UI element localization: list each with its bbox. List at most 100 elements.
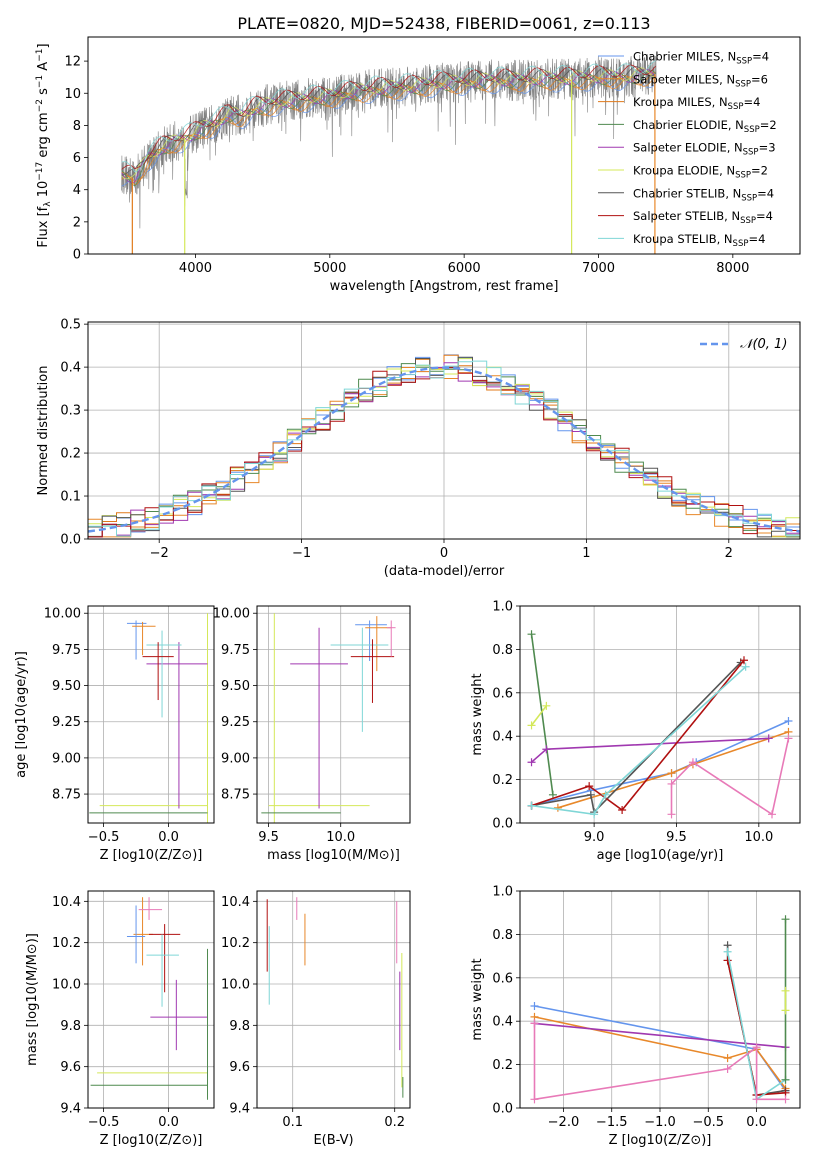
y-tick-label: 9.25 <box>52 715 81 730</box>
weight-vs-Z-panel: −2.0 −1.5 −1.0 −0.5 0.0 0.0 0.2 0.4 0.6 0.8 1.0 Z [… <box>470 885 801 1148</box>
residuals-panel: −2 −1 0 1 2 0.0 0.1 0.2 0.3 0.4 0.5 (data-model)/er… <box>36 318 801 579</box>
x-tick-label: −0.5 <box>88 830 120 845</box>
data-marker <box>768 810 776 819</box>
y-tick-label: 9.50 <box>52 679 81 694</box>
figure-title: PLATE=0820, MJD=52438, FIBERID=0061, z=0… <box>237 14 650 33</box>
x-tick-label: 9.5 <box>666 830 687 845</box>
x-tick-label: 0 <box>440 546 448 561</box>
x-tick-label: 0.0 <box>158 1115 179 1130</box>
data-marker <box>781 986 790 995</box>
y-tick-label: 1.0 <box>492 885 513 900</box>
y-tick-label: 10.4 <box>221 895 250 910</box>
y-tick-label: 12 <box>64 55 81 70</box>
weight-vs-Z-plot-area <box>530 915 790 1104</box>
legend-entry-salpeter-elodie: Salpeter ELODIE, NSSP=3 <box>633 141 776 158</box>
y-tick-label: 9.4 <box>60 1102 81 1117</box>
x-tick-label: 0.2 <box>384 1115 405 1130</box>
model-line-kroupa-elodie <box>121 67 656 180</box>
y-tick-label: 0.5 <box>60 318 81 333</box>
x-tick-label: −0.5 <box>692 1115 724 1130</box>
data-marker <box>586 790 595 799</box>
data-marker <box>688 758 697 767</box>
y-tick-label: 9.6 <box>229 1060 250 1075</box>
series-line-kroupa-elodie <box>530 705 548 726</box>
residual-y-label: Normed distribution <box>36 366 51 496</box>
data-marker <box>752 1095 761 1104</box>
series-line-chabrier-elodie <box>530 634 554 795</box>
y-tick-label: 8.75 <box>52 788 81 803</box>
y-tick-label: 0 <box>73 248 81 263</box>
weight-z-x-label: Z [log10(Z/Z⊙)] <box>609 1133 712 1148</box>
y-tick-label: 0.1 <box>60 490 81 505</box>
y-tick-label: 0.2 <box>492 773 513 788</box>
x-tick-label: 0.1 <box>282 1115 303 1130</box>
y-tick-label: 10.2 <box>52 936 81 951</box>
model-line-salpeter-miles <box>121 76 656 183</box>
model-line-salpeter-elodie <box>121 68 656 183</box>
data-marker <box>527 801 536 810</box>
y-tick-label: 9.75 <box>221 643 250 658</box>
data-marker <box>542 701 551 710</box>
legend-entry-chabrier-elodie: Chabrier ELODIE, NSSP=2 <box>633 118 777 135</box>
model-line-salpeter-stelib <box>121 64 656 170</box>
y-tick-label: 9.50 <box>221 679 250 694</box>
x-tick-label: 2 <box>725 546 733 561</box>
x-tick-label: 0.0 <box>158 830 179 845</box>
axes-frame <box>256 605 411 824</box>
mass-z-x-label: Z [log10(Z/Z⊙)] <box>100 1133 203 1148</box>
y-tick-label: 9.8 <box>229 1019 250 1034</box>
weight-age-y-label: mass weight <box>470 673 485 755</box>
legend-entry-chabrier-miles: Chabrier MILES, NSSP=4 <box>633 50 769 67</box>
x-tick-label: −1 <box>292 546 311 561</box>
y-tick-label: 0.4 <box>492 1015 513 1030</box>
mass-z-y-label: mass [log10(M/M⊙)] <box>25 933 40 1066</box>
weight-age-x-label: age [log10(age/yr)] <box>597 848 724 863</box>
x-tick-label: 10.0 <box>744 830 773 845</box>
data-marker <box>764 734 773 743</box>
y-tick-label: 8 <box>73 119 81 134</box>
y-tick-label: 10.0 <box>52 978 81 993</box>
mass-vs-EBV-panel: 0.1 0.2 9.4 9.6 9.8 10.0 10.2 10.4 E(B-V) <box>221 890 411 1148</box>
y-tick-label: 0.0 <box>492 817 513 832</box>
data-marker <box>530 1019 539 1028</box>
mass-ebv-x-label: E(B-V) <box>313 1133 353 1148</box>
y-tick-label: 10.0 <box>221 978 250 993</box>
legend-entry-kroupa-miles: Kroupa MILES, NSSP=4 <box>633 95 760 112</box>
data-marker <box>723 956 732 965</box>
model-line-kroupa-stelib <box>121 60 656 173</box>
y-tick-label: 9.00 <box>221 751 250 766</box>
y-tick-label: 0.0 <box>492 1102 513 1117</box>
y-tick-label: 0.4 <box>60 361 81 376</box>
y-tick-label: 10 <box>64 87 81 102</box>
data-marker <box>527 721 536 730</box>
age-z-x-label: Z [log10(Z/Z⊙)] <box>100 848 203 863</box>
y-tick-label: 10.00 <box>213 607 250 622</box>
data-marker <box>530 1095 539 1104</box>
legend-entry-normal: 𝒩(0, 1) <box>740 337 787 352</box>
normal-distribution-curve <box>87 366 801 533</box>
y-tick-label: 0.2 <box>60 447 81 462</box>
x-tick-label: −1.0 <box>644 1115 676 1130</box>
series-line-pink <box>670 738 790 816</box>
series-line-kroupa-stelib <box>531 666 747 816</box>
data-marker <box>601 790 610 799</box>
age-z-y-label: age [log10(age/yr)] <box>14 651 29 778</box>
y-tick-label: 4 <box>73 183 81 198</box>
x-tick-label: 6000 <box>448 261 481 276</box>
age-vs-Z-panel: −0.5 0.0 8.75 9.00 9.25 9.50 9.75 10.00 Z [log10… <box>14 605 215 863</box>
axes-frame <box>519 890 801 1109</box>
data-marker <box>741 662 750 671</box>
x-tick-label: 0.0 <box>746 1115 767 1130</box>
histogram-step-kroupa-miles <box>88 354 800 538</box>
model-line-kroupa-miles <box>121 71 656 186</box>
legend-entry-kroupa-stelib: Kroupa STELIB, NSSP=4 <box>633 232 765 249</box>
y-tick-label: 10.4 <box>52 895 81 910</box>
y-tick-label: 9.4 <box>229 1102 250 1117</box>
age-mass-x-label: mass [log10(M/M⊙)] <box>267 848 400 863</box>
data-marker <box>590 810 599 819</box>
x-tick-label: −2.0 <box>548 1115 580 1130</box>
axes-frame <box>87 321 801 540</box>
y-tick-label: 0.8 <box>492 643 513 658</box>
data-marker <box>723 947 732 956</box>
data-marker <box>781 1006 790 1015</box>
